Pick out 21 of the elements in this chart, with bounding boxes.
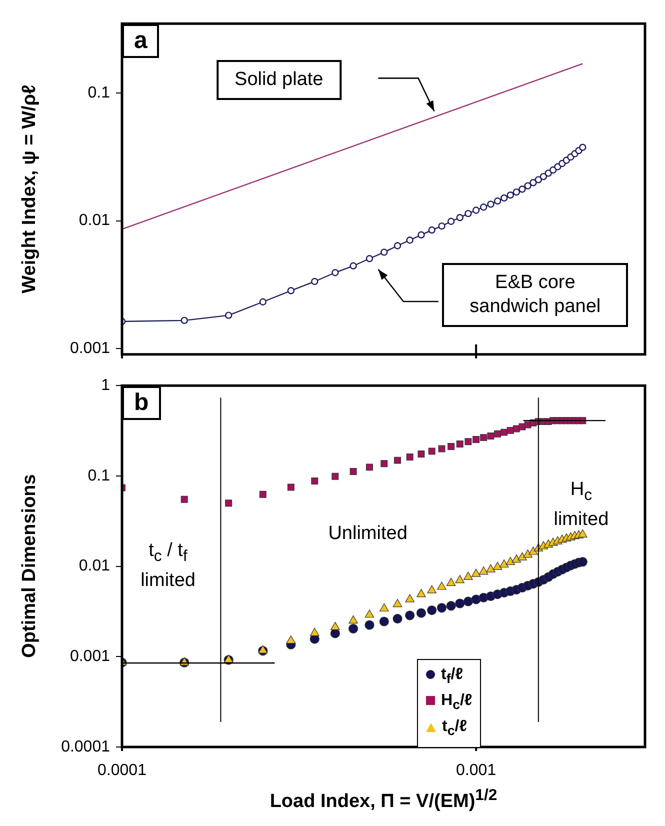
y-tick-label: 0.001 (70, 340, 110, 357)
y-tick-label: 0.001 (70, 648, 110, 666)
annotation: a (122, 24, 160, 58)
y-axis-title: Weight Index, ψ = W/ρℓ (19, 84, 41, 294)
annotation: b (122, 386, 161, 420)
legend-label: t$_{f}$/ℓ (441, 666, 464, 686)
annotation: t$_{c}$ / t$_{f}$ limited (140, 539, 196, 594)
y-tick-label: 0.01 (78, 558, 110, 575)
x-axis-title: Load Index, Π = V/(EM)$^{1/2}$ (270, 786, 498, 814)
legend-label: t$_{c}$/ℓ (442, 718, 468, 739)
annotation: E&B core sandwich panel (442, 262, 628, 327)
annotation: Solid plate (216, 60, 342, 100)
y-axis-title: Optimal Dimensions (19, 474, 41, 658)
legend-label: H$_{c}$/ℓ (441, 692, 472, 712)
y-tick-label: 0.01 (78, 212, 110, 230)
annotation: H$_{c}$ limited (552, 478, 610, 532)
y-tick-label: 0.1 (88, 467, 110, 484)
annotation: Unlimited (328, 522, 408, 546)
y-tick-label: 0.1 (88, 84, 110, 102)
y-tick-label: 0.0001 (61, 738, 110, 756)
y-tick-label: 1 (101, 377, 110, 394)
